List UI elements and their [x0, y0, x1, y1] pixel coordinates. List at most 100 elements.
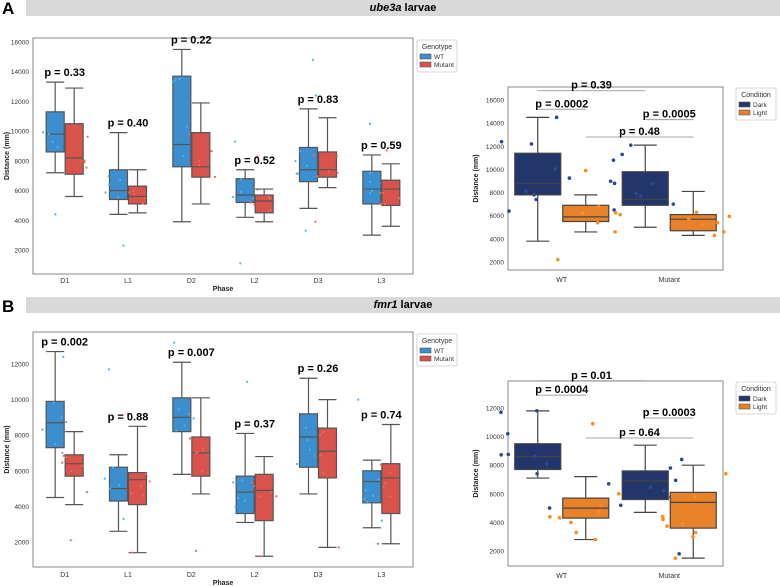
- data-point: [232, 481, 235, 484]
- panel-a-letter: A: [2, 0, 15, 18]
- data-point: [370, 189, 373, 192]
- data-point: [721, 230, 726, 234]
- data-point: [506, 452, 511, 457]
- panel-b-suffix: larvae: [397, 299, 433, 311]
- box-mutant: [254, 194, 274, 214]
- data-point: [267, 195, 270, 198]
- data-point: [384, 481, 387, 485]
- data-point: [593, 537, 598, 542]
- x-tick-label: L1: [124, 572, 132, 579]
- panel-b-gene: fmr1: [373, 299, 398, 311]
- data-point: [715, 220, 720, 225]
- x-tick-label: D1: [60, 278, 69, 285]
- data-point: [83, 159, 86, 162]
- data-point: [173, 341, 176, 344]
- data-point: [499, 139, 504, 144]
- box-wt: [108, 466, 129, 502]
- box-mutant: [317, 427, 338, 479]
- data-point: [117, 196, 120, 199]
- data-point: [299, 150, 302, 153]
- legend: [735, 87, 777, 121]
- box-wt: [362, 170, 382, 205]
- data-point: [618, 503, 623, 508]
- data-point: [532, 454, 537, 458]
- data-point: [86, 135, 89, 138]
- data-point: [671, 202, 676, 206]
- y-tick-label: 12000: [11, 362, 29, 369]
- panel-a-banner: ube3a larvae: [26, 0, 780, 16]
- data-point: [188, 437, 192, 440]
- legend: [416, 333, 458, 367]
- data-point: [54, 443, 57, 446]
- data-point: [366, 500, 369, 503]
- x-tick-label: Mutant: [659, 277, 680, 284]
- data-point: [270, 491, 273, 494]
- y-tick-label: 6000: [490, 491, 505, 498]
- data-point: [337, 546, 340, 549]
- data-point: [256, 155, 259, 158]
- data-point: [583, 168, 588, 173]
- data-point: [118, 484, 121, 487]
- data-point: [62, 355, 65, 358]
- data-point: [382, 485, 385, 488]
- data-point: [553, 167, 558, 171]
- data-point: [304, 229, 307, 232]
- legend-label-light: Light: [753, 110, 767, 117]
- data-point: [368, 122, 372, 125]
- data-point: [322, 472, 325, 475]
- data-point: [380, 519, 384, 522]
- legend: [735, 381, 777, 415]
- panel-a-suffix: larvae: [401, 2, 437, 14]
- data-point: [673, 478, 678, 483]
- data-point: [369, 171, 372, 174]
- legend-swatch-light: [738, 403, 751, 410]
- y-tick-label: 4000: [15, 218, 30, 225]
- data-point: [187, 133, 191, 136]
- legend: [416, 39, 458, 73]
- data-point: [142, 494, 145, 497]
- data-point: [398, 197, 401, 200]
- data-point: [364, 489, 367, 492]
- data-point: [693, 494, 698, 499]
- data-point: [103, 477, 106, 480]
- data-point: [171, 80, 174, 83]
- p-value-annotation: p = 0.002: [41, 337, 88, 349]
- data-point: [246, 380, 249, 383]
- data-point: [535, 471, 539, 476]
- box-mutant: [127, 185, 148, 205]
- x-tick-label: L1: [124, 278, 132, 285]
- data-point: [556, 257, 560, 262]
- y-tick-label: 2000: [15, 248, 30, 255]
- data-point: [650, 182, 655, 186]
- data-point: [567, 176, 572, 180]
- y-tick-label: 2000: [490, 549, 505, 556]
- data-point: [616, 492, 621, 496]
- data-point: [680, 521, 685, 526]
- data-point: [83, 161, 86, 164]
- data-point: [275, 495, 278, 498]
- data-point: [535, 409, 539, 413]
- data-point: [259, 495, 262, 498]
- data-point: [580, 211, 585, 215]
- y-tick-label: 10000: [11, 397, 29, 404]
- box-dark: [621, 470, 669, 501]
- data-point: [679, 457, 684, 462]
- box-mutant: [64, 454, 84, 477]
- box-wt: [108, 169, 129, 201]
- chart-A-phase: [32, 37, 458, 275]
- data-point: [119, 178, 122, 182]
- box-wt: [298, 413, 319, 468]
- data-point: [108, 183, 111, 186]
- data-point: [316, 175, 319, 178]
- data-point: [611, 158, 616, 162]
- data-point: [64, 456, 67, 459]
- data-point: [524, 189, 528, 194]
- box-mutant: [127, 471, 148, 506]
- data-point: [126, 412, 129, 415]
- box-wt: [235, 178, 255, 204]
- y-tick-label: 12000: [486, 406, 504, 413]
- data-point: [251, 197, 255, 200]
- x-tick-label: D3: [314, 278, 323, 285]
- data-point: [107, 368, 111, 371]
- box-light: [562, 204, 610, 223]
